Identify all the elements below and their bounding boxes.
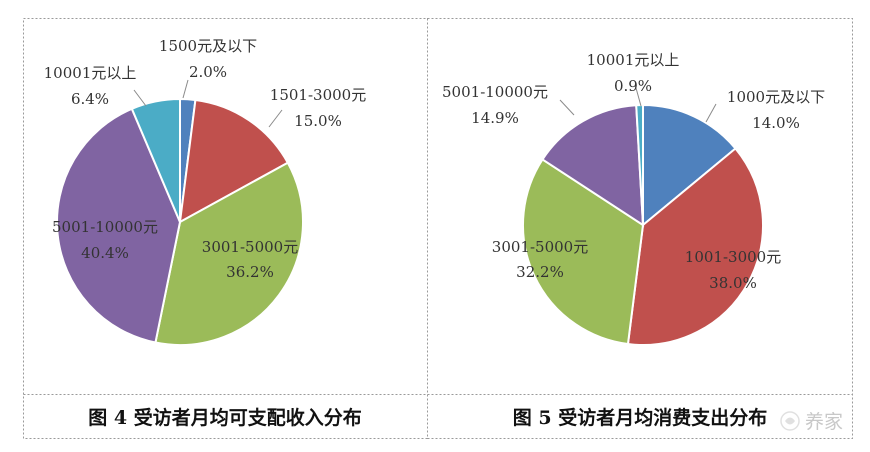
- spending-slice-labels: 1000元及以下 14.0% 1001-3000元 38.0% 3001-5000元 32…: [442, 51, 825, 292]
- watermark-logo-icon: [780, 411, 800, 431]
- income-leader-lines: [133, 79, 283, 128]
- slice-value-label-3: 36.2%: [226, 263, 274, 281]
- slice-value-label-5: 0.9%: [614, 77, 652, 95]
- slice-value-label-4: 14.9%: [471, 109, 519, 127]
- income-slice-labels: 1500元及以下 2.0% 1501-3000元 15.0% 3001-5000元 36.…: [44, 37, 367, 281]
- slice-value-label-4: 40.4%: [81, 244, 129, 262]
- watermark-text: 养家: [805, 411, 843, 433]
- slice-category-label-1: 1000元及以下: [727, 88, 825, 106]
- spending-pie-chart: 1000元及以下 14.0% 1001-3000元 38.0% 3001-5000元 32…: [442, 51, 825, 346]
- income-pie-chart: 1500元及以下 2.0% 1501-3000元 15.0% 3001-5000元 36.…: [44, 37, 367, 346]
- chart-panel-frame-right: [427, 18, 853, 439]
- leader-line-1: [182, 79, 189, 99]
- spending-leader-lines: [559, 87, 717, 123]
- slice-value-label-3: 32.2%: [516, 263, 564, 281]
- pie-slice-2: [626, 147, 764, 346]
- slice-category-label-2: 1001-3000元: [685, 248, 781, 266]
- slice-value-label-5: 6.4%: [71, 90, 109, 108]
- slice-value-label-1: 14.0%: [752, 114, 800, 132]
- leader-line-5: [133, 89, 147, 107]
- pie-slice-1: [642, 103, 737, 228]
- pie-slice-4: [541, 104, 645, 227]
- pie-slice-2: [178, 98, 290, 224]
- pie-slice-5: [635, 103, 644, 226]
- spending-pie-slices: [522, 103, 764, 346]
- slice-value-label-2: 15.0%: [294, 112, 342, 130]
- slice-value-label-2: 38.0%: [709, 274, 757, 292]
- income-pie-slices: [56, 97, 304, 346]
- slice-category-label-4: 5001-10000元: [52, 218, 158, 236]
- leader-line-5: [635, 87, 642, 107]
- income-chart-title: 图 4 受访者月均可支配收入分布: [88, 406, 361, 429]
- slice-category-label-5: 10001元以上: [44, 64, 137, 82]
- leader-line-2: [268, 109, 283, 128]
- slice-category-label-3: 3001-5000元: [202, 238, 298, 256]
- pie-slice-4: [56, 107, 182, 344]
- slice-value-label-1: 2.0%: [189, 63, 227, 81]
- slice-category-label-1: 1500元及以下: [159, 37, 257, 55]
- slice-category-label-4: 5001-10000元: [442, 83, 548, 101]
- slice-category-label-3: 3001-5000元: [492, 238, 588, 256]
- slice-category-label-5: 10001元以上: [587, 51, 680, 69]
- pie-slice-5: [130, 97, 181, 223]
- spending-chart-title: 图 5 受访者月均消费支出分布: [513, 406, 767, 429]
- leader-line-4: [559, 99, 575, 116]
- leader-line-1: [705, 103, 717, 123]
- slice-category-label-2: 1501-3000元: [270, 86, 366, 104]
- pie-slice-3: [154, 161, 304, 346]
